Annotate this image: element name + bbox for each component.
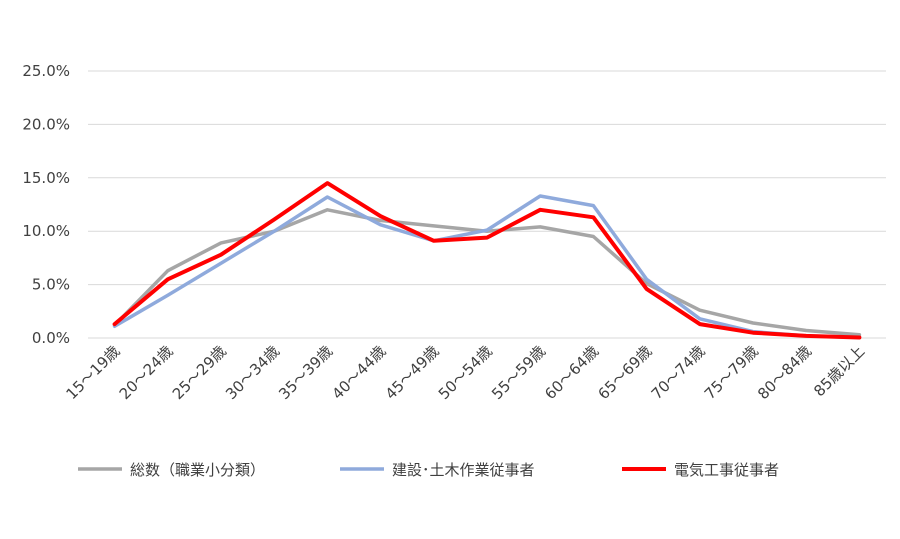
y-tick-label: 20.0% (22, 115, 70, 133)
legend-label-0: 総数（職業小分類） (130, 461, 265, 479)
gridlines (88, 70, 886, 339)
series-line-2 (112, 181, 862, 340)
y-axis-tick-labels: 0.0% 5.0% 10.0% 15.0% 20.0% 25.0% (22, 62, 70, 347)
x-tick-label: 55～59歳 (488, 342, 549, 403)
x-tick-label: 30～34歳 (222, 342, 283, 403)
legend-label-2: 電気工事従事者 (674, 461, 779, 479)
x-axis-tick-labels: 15～19歳20～24歳25～29歳30～34歳35～39歳40～44歳45～4… (62, 342, 868, 403)
x-tick-label: 20～24歳 (116, 342, 177, 403)
x-tick-label: 25～29歳 (169, 342, 230, 403)
x-tick-label: 15～19歳 (62, 342, 123, 403)
x-tick-label: 45～49歳 (382, 342, 443, 403)
x-tick-label: 50～54歳 (435, 342, 496, 403)
legend: 総数（職業小分類） 建設･土木作業従事者 電気工事従事者 (78, 461, 779, 479)
series-lines (112, 181, 862, 340)
x-tick-label: 65～69歳 (594, 342, 655, 403)
x-tick-label: 35～39歳 (275, 342, 336, 403)
x-tick-label: 75～79歳 (701, 342, 762, 403)
series-line-1 (112, 194, 862, 340)
x-tick-label: 40～44歳 (328, 342, 389, 403)
x-tick-label: 85歳以上 (810, 342, 868, 400)
legend-label-1: 建設･土木作業従事者 (392, 461, 535, 479)
y-tick-label: 5.0% (32, 276, 70, 294)
x-tick-label: 80～84歳 (754, 342, 815, 403)
x-tick-label: 70～74歳 (648, 342, 709, 403)
y-tick-label: 10.0% (22, 222, 70, 240)
y-tick-label: 25.0% (22, 62, 70, 80)
x-tick-label: 60～64歳 (541, 342, 602, 403)
y-tick-label: 0.0% (32, 329, 70, 347)
y-tick-label: 15.0% (22, 169, 70, 187)
